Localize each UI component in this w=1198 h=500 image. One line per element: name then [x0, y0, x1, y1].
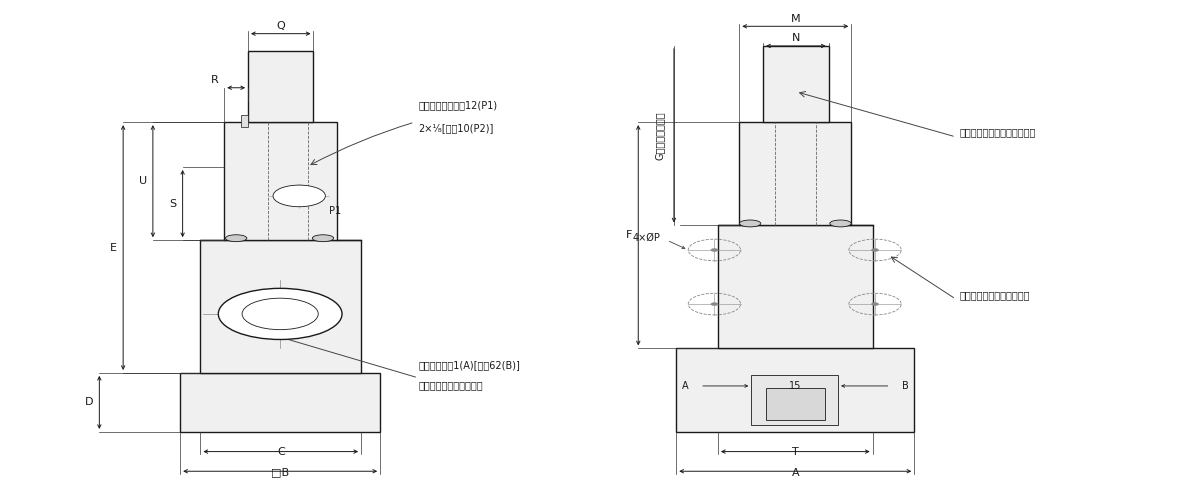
Text: U: U: [139, 176, 147, 186]
Text: E: E: [110, 242, 117, 252]
Text: B: B: [902, 381, 908, 391]
Ellipse shape: [739, 220, 761, 227]
Text: □B: □B: [271, 468, 289, 477]
Bar: [224, 122, 338, 240]
Bar: [739, 122, 852, 226]
Bar: [763, 46, 829, 122]
Text: メインポート1(A)[背靗62(B)]: メインポート1(A)[背靗62(B)]: [418, 360, 520, 370]
Text: D: D: [85, 398, 93, 407]
Bar: [718, 226, 872, 348]
Bar: [180, 373, 380, 432]
Text: T: T: [792, 448, 799, 458]
Bar: [751, 376, 839, 424]
Ellipse shape: [830, 220, 852, 227]
Text: S: S: [170, 198, 176, 208]
Circle shape: [871, 248, 878, 252]
Circle shape: [273, 185, 326, 206]
Circle shape: [871, 302, 878, 306]
Text: A: A: [683, 381, 689, 391]
Text: 15: 15: [788, 381, 801, 391]
Bar: [248, 51, 314, 122]
Bar: [766, 388, 825, 420]
Text: インジケータ（オプション）: インジケータ（オプション）: [960, 127, 1036, 137]
Text: Q: Q: [277, 21, 285, 31]
Text: R: R: [211, 76, 218, 86]
Text: G（バルブ開時）: G（バルブ開時）: [654, 112, 665, 160]
Ellipse shape: [313, 235, 334, 242]
Circle shape: [218, 288, 343, 340]
Text: 管接続口径は、下表参照: 管接続口径は、下表参照: [418, 380, 483, 390]
Text: N: N: [792, 34, 800, 43]
Text: 4×ØP: 4×ØP: [633, 232, 661, 242]
Circle shape: [710, 302, 718, 306]
Ellipse shape: [225, 235, 247, 242]
Bar: [200, 240, 361, 373]
Text: 2×¹⁄₈[背靖10(P2)]: 2×¹⁄₈[背靖10(P2)]: [418, 123, 494, 133]
Text: ブラケット（オプション）: ブラケット（オプション）: [960, 290, 1030, 300]
Text: F: F: [625, 230, 633, 240]
Bar: [677, 348, 914, 432]
Circle shape: [242, 298, 319, 330]
Circle shape: [710, 248, 718, 252]
Text: A: A: [792, 468, 799, 477]
Text: P1: P1: [329, 206, 341, 216]
Text: M: M: [791, 14, 800, 24]
Text: パイロットポート12(P1): パイロットポート12(P1): [418, 100, 497, 110]
Text: C: C: [277, 448, 285, 458]
Bar: [241, 115, 248, 127]
